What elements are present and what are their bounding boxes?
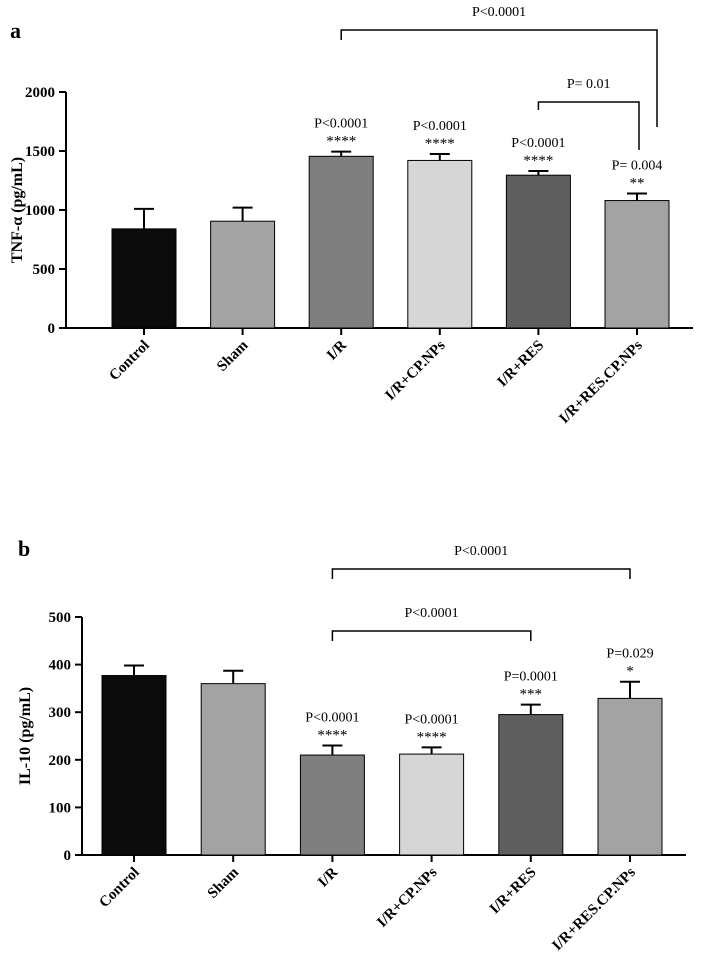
bar-Control — [101, 675, 167, 856]
significance-stars: ** — [630, 175, 645, 191]
y-tick-label: 500 — [49, 610, 72, 626]
bar-Sham — [210, 220, 276, 329]
y-tick-label: 100 — [49, 800, 72, 816]
bracket-p-value: P<0.0001 — [472, 5, 526, 20]
panel-letter: b — [18, 536, 30, 561]
x-category-label: I/R+CP.NPs — [374, 864, 440, 930]
bar-Sham — [200, 683, 266, 856]
x-category-label: Control — [106, 338, 152, 384]
y-tick-label: 0 — [64, 848, 72, 864]
p-value-label: P<0.0001 — [305, 711, 359, 726]
bracket-p-value: P<0.0001 — [405, 606, 459, 621]
y-tick-label: 500 — [33, 262, 56, 278]
bracket-p-value: P<0.0001 — [454, 544, 508, 559]
bar-Control — [111, 228, 177, 329]
x-category-label: I/R+CP.NPs — [382, 337, 448, 403]
p-value-label: P<0.0001 — [511, 136, 565, 151]
p-value-label: P<0.0001 — [405, 712, 459, 727]
significance-bracket — [340, 29, 658, 127]
significance-stars: *** — [520, 687, 543, 703]
p-value-label: P=0.0001 — [504, 670, 558, 685]
y-tick-label: 1000 — [25, 203, 55, 219]
significance-stars: **** — [425, 136, 455, 152]
bar-I/R+CP.NPs — [399, 753, 465, 856]
x-category-label: I/R+RES.CP.NPs — [549, 864, 639, 954]
bar-I/R+RES.CP.NPs — [597, 697, 663, 856]
y-tick-label: 1500 — [25, 144, 55, 160]
significance-stars: **** — [417, 729, 447, 745]
p-value-label: P=0.029 — [606, 647, 653, 662]
significance-stars: * — [626, 664, 634, 680]
bar-I/R+RES — [498, 714, 564, 856]
y-axis-label: IL-10 (pg/mL) — [17, 687, 34, 785]
x-category-label: Sham — [214, 337, 252, 375]
bar-I/R+RES.CP.NPs — [604, 200, 670, 329]
panel-letter: a — [10, 18, 21, 43]
chart-panel-b: b 0 100 200 300 400 500 IL-10 (pg/mL) Control Sha… — [17, 536, 686, 954]
bar-I/R — [299, 754, 365, 856]
x-category-label: Control — [96, 865, 142, 911]
p-value-label: P= 0.004 — [612, 158, 663, 173]
significance-stars: **** — [326, 134, 356, 150]
bar-I/R+CP.NPs — [407, 159, 473, 329]
x-category-label: I/R+RES.CP.NPs — [556, 337, 646, 427]
x-category-label: Sham — [205, 864, 243, 902]
y-tick-label: 400 — [49, 658, 72, 674]
bracket-p-value: P= 0.01 — [567, 77, 611, 92]
x-category-label: I/R+RES — [494, 338, 547, 391]
x-category-label: I/R — [324, 337, 350, 363]
y-axis-label: TNF-α (pg/mL) — [9, 157, 26, 263]
x-category-label: I/R — [315, 864, 341, 890]
significance-bracket — [331, 630, 532, 641]
significance-bracket — [537, 101, 640, 150]
y-tick-label: 0 — [48, 321, 56, 337]
y-tick-label: 2000 — [25, 85, 55, 101]
significance-bracket — [331, 568, 631, 579]
p-value-label: P<0.0001 — [314, 117, 368, 132]
chart-panel-a: a 0 500 1000 1500 2000 TNF-α (pg/mL) Control Sha… — [9, 5, 693, 427]
significance-stars: **** — [317, 728, 347, 744]
bar-I/R — [308, 155, 374, 329]
x-category-label: I/R+RES — [487, 865, 540, 918]
p-value-label: P<0.0001 — [413, 119, 467, 134]
y-tick-label: 300 — [49, 705, 72, 721]
significance-stars: **** — [523, 153, 553, 169]
bar-I/R+RES — [505, 174, 571, 329]
y-tick-label: 200 — [49, 753, 72, 769]
